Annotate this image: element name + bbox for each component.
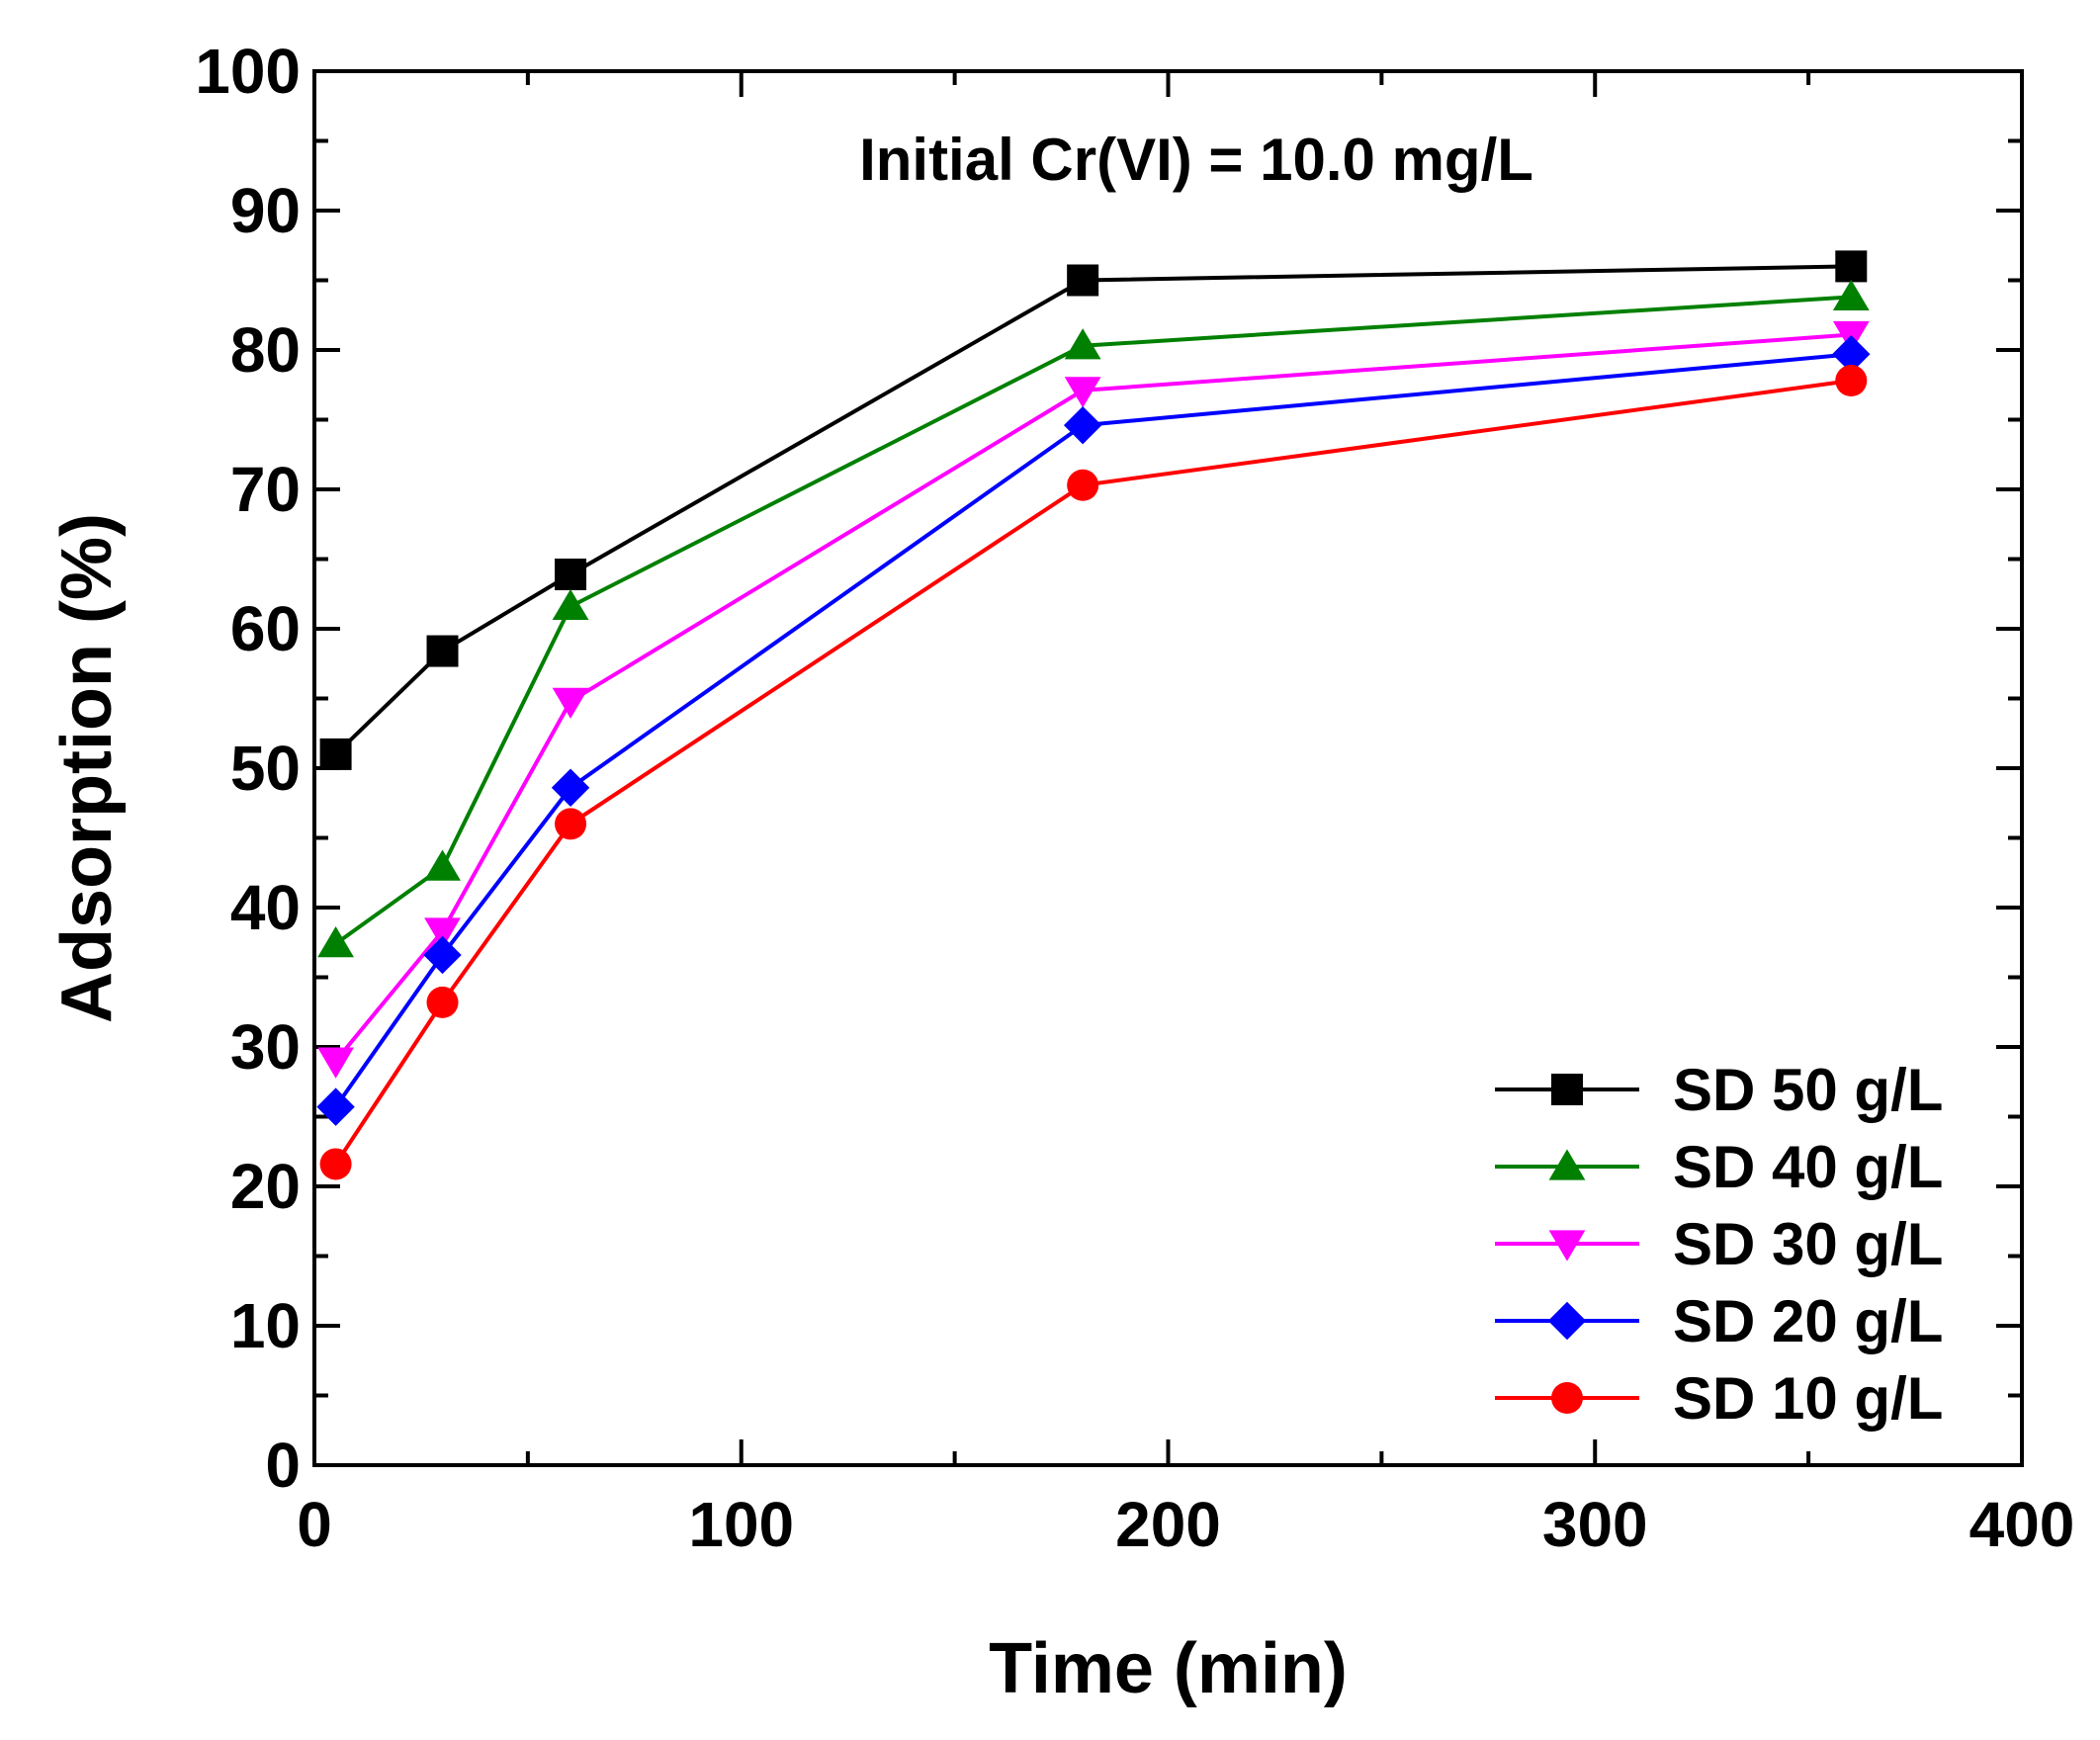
x-tick-label: 100: [688, 1489, 794, 1560]
x-tick-label: 200: [1115, 1489, 1221, 1560]
legend-label: SD 50 g/L: [1673, 1057, 1943, 1123]
x-tick-label: 0: [297, 1489, 332, 1560]
y-axis-ticks: 0 10 20 30 40 50 60 70 80 90 100: [195, 36, 2022, 1501]
legend-marker: [1547, 1301, 1587, 1341]
x-tick-label: 400: [1969, 1489, 2075, 1560]
legend-marker: [1548, 1230, 1586, 1262]
series-line: [333, 379, 1852, 1166]
y-tick-label: 0: [265, 1430, 301, 1501]
legend-item: SD 20 g/L: [1495, 1288, 1943, 1354]
series-line: [334, 264, 1852, 756]
x-tick-label: 300: [1542, 1489, 1648, 1560]
y-tick-label: 90: [230, 175, 301, 246]
legend-item: SD 10 g/L: [1495, 1365, 1943, 1432]
y-tick-label: 50: [230, 733, 301, 804]
data-point: [317, 926, 354, 958]
data-point: [551, 768, 590, 807]
legend-label: SD 40 g/L: [1673, 1134, 1943, 1200]
legend-marker: [1551, 1382, 1583, 1414]
data-point: [552, 687, 589, 719]
data-point: [426, 635, 459, 667]
y-tick-label: 100: [195, 36, 301, 107]
data-point: [319, 738, 352, 770]
data-point: [1067, 264, 1099, 297]
data-point: [1064, 328, 1101, 360]
y-tick-label: 20: [230, 1151, 301, 1222]
y-tick-label: 10: [230, 1290, 301, 1361]
data-point: [552, 588, 589, 621]
data-point: [1835, 250, 1868, 283]
y-tick-label: 70: [230, 454, 301, 525]
chart-annotation: Initial Cr(VI) = 10.0 mg/L: [859, 127, 1533, 193]
plot-frame: [312, 69, 2024, 1467]
data-point: [424, 849, 461, 881]
data-point: [424, 917, 461, 949]
legend-item: SD 50 g/L: [1495, 1057, 1943, 1123]
series-sd-30-g-l: [317, 320, 1870, 1079]
series-sd-50-g-l: [319, 250, 1868, 770]
legend-marker: [1548, 1149, 1586, 1180]
y-tick-label: 60: [230, 593, 301, 664]
data-point: [423, 935, 462, 975]
series-sd-40-g-l: [317, 279, 1870, 958]
data-point: [426, 986, 459, 1018]
data-point: [1064, 377, 1101, 408]
y-tick-label: 80: [230, 314, 301, 386]
legend-label: SD 20 g/L: [1673, 1288, 1943, 1354]
data-point: [1832, 279, 1870, 311]
legend-item: SD 40 g/L: [1495, 1134, 1943, 1200]
data-point: [317, 1047, 354, 1079]
x-axis-ticks: 0 100 200 300 400: [297, 71, 2074, 1560]
y-minor-ticks: [314, 138, 2022, 1398]
y-tick-label: 40: [230, 872, 301, 943]
series-layer: [316, 250, 1871, 1180]
data-point: [555, 808, 587, 840]
legend-item: SD 30 g/L: [1495, 1211, 1943, 1277]
y-axis-title: Adsorption (%): [47, 513, 127, 1023]
series-sd-10-g-l: [319, 365, 1868, 1180]
series-line: [334, 295, 1852, 946]
data-point: [555, 559, 587, 591]
x-axis-title: Time (min): [989, 1629, 1348, 1708]
legend-label: SD 10 g/L: [1673, 1365, 1943, 1432]
x-minor-ticks: [525, 71, 1811, 1465]
data-point: [1835, 365, 1868, 397]
data-point: [319, 1148, 352, 1180]
data-point: [316, 1088, 355, 1126]
legend-marker: [1551, 1074, 1583, 1105]
y-tick-label: 30: [230, 1011, 301, 1083]
data-point: [1063, 405, 1102, 445]
legend-label: SD 30 g/L: [1673, 1211, 1943, 1277]
data-point: [1832, 335, 1871, 374]
data-point: [1067, 469, 1099, 501]
series-sd-20-g-l: [316, 335, 1871, 1126]
series-line: [333, 352, 1852, 1108]
legend: SD 50 g/L SD 40 g/L SD 30 g/L SD 20 g/L SD 1…: [1495, 1057, 1943, 1432]
